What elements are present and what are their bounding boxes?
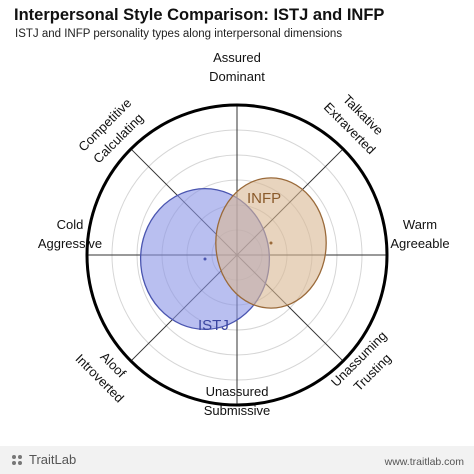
traitlab-logo-icon bbox=[12, 454, 22, 465]
axis-label-right: Warm Agreeable bbox=[390, 217, 449, 251]
axis-label-top: Assured Dominant bbox=[209, 50, 265, 84]
axis-label-left: Cold Aggressive bbox=[38, 217, 102, 251]
axis-label-bottom: Unassured Submissive bbox=[204, 384, 270, 418]
series-center-infp bbox=[269, 241, 273, 245]
series-center-istj bbox=[203, 257, 207, 261]
outer-ring bbox=[85, 103, 389, 407]
series-label-istj: ISTJ bbox=[198, 317, 229, 334]
chart-subtitle: ISTJ and INFP personality types along in… bbox=[15, 28, 343, 40]
footer-bar bbox=[0, 446, 474, 474]
series-label-infp: INFP bbox=[247, 190, 281, 207]
footer-url[interactable]: www.traitlab.com bbox=[384, 456, 464, 468]
chart-title: Interpersonal Style Comparison: ISTJ and… bbox=[14, 6, 385, 24]
brand-name: TraitLab bbox=[29, 452, 77, 467]
brand: TraitLab bbox=[10, 452, 76, 467]
